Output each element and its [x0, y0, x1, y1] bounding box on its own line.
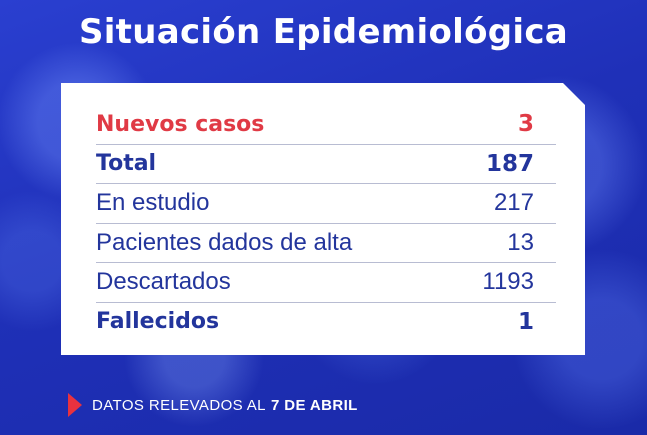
row-value: 1 — [517, 308, 534, 335]
row-label: Nuevos casos — [96, 111, 265, 137]
row-label: En estudio — [96, 189, 210, 217]
row-label: Total — [96, 151, 157, 177]
row-total: Total 187 — [96, 145, 556, 184]
row-value: 3 — [517, 111, 534, 138]
row-dados-de-alta: Pacientes dados de alta 13 — [96, 224, 556, 263]
row-label: Descartados — [96, 268, 231, 296]
row-label: Pacientes dados de alta — [96, 228, 353, 256]
row-nuevos-casos: Nuevos casos 3 — [96, 105, 556, 145]
row-value: 13 — [507, 228, 534, 256]
row-value: 187 — [485, 150, 534, 177]
page-title: Situación Epidemiológica — [78, 12, 569, 52]
row-descartados: Descartados 1193 — [96, 263, 556, 303]
row-value: 217 — [493, 189, 534, 217]
row-fallecidos: Fallecidos 1 — [96, 303, 556, 342]
row-value: 1193 — [482, 268, 534, 296]
row-en-estudio: En estudio 217 — [96, 184, 556, 224]
footer-prefix: DATOS RELEVADOS AL — [92, 396, 266, 414]
footer-date: 7 DE ABRIL — [270, 396, 358, 414]
stats-table: Nuevos casos 3 Total 187 En estudio 217 … — [96, 105, 556, 341]
play-arrow-icon — [68, 393, 82, 417]
row-label: Fallecidos — [96, 309, 220, 335]
stats-card: Nuevos casos 3 Total 187 En estudio 217 … — [61, 83, 585, 355]
footer-note: DATOS RELEVADOS AL 7 DE ABRIL — [68, 390, 358, 420]
